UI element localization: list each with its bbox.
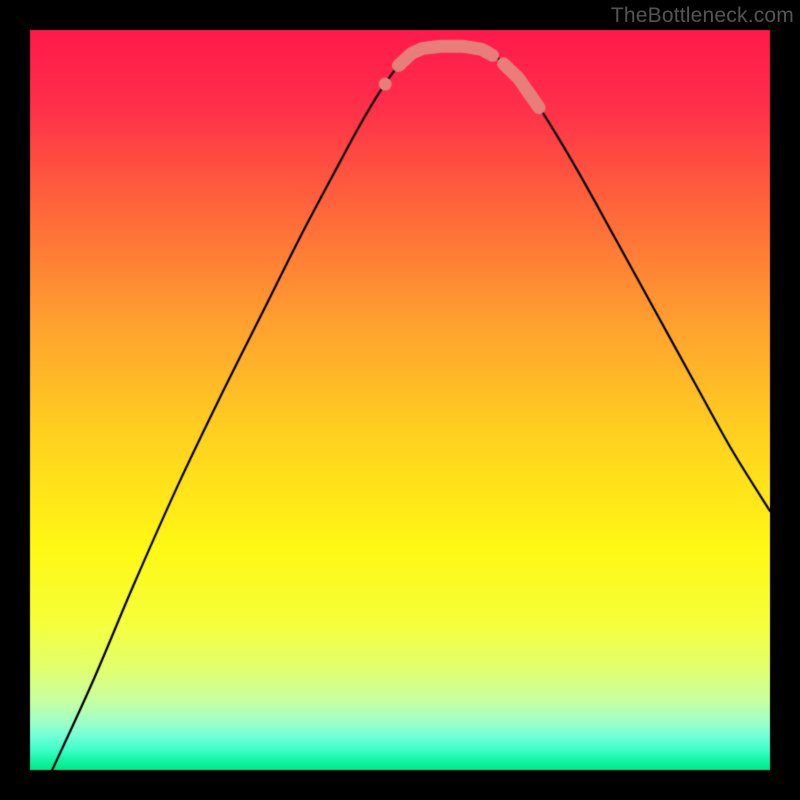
bottleneck-chart-canvas [0,0,800,800]
watermark-label: TheBottleneck.com [611,4,794,28]
chart-stage: TheBottleneck.com [0,0,800,800]
